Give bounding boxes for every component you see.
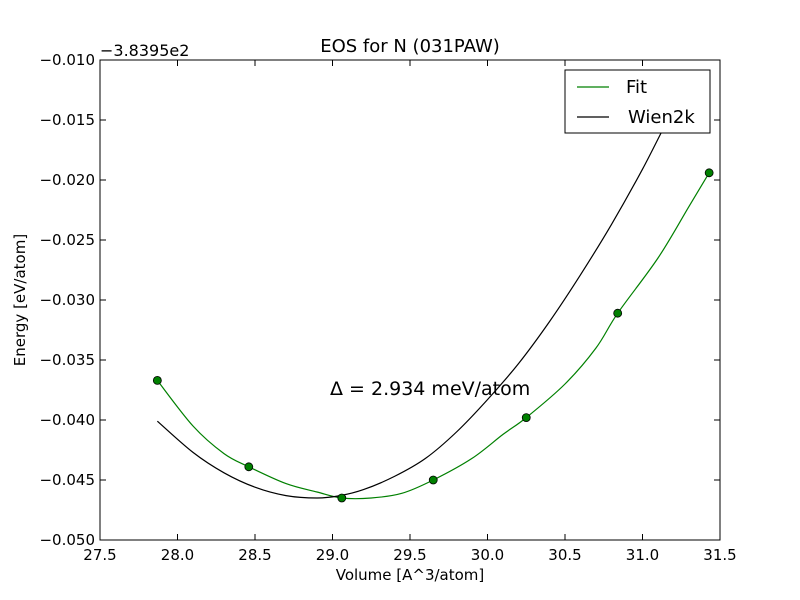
y-tick-label: −0.045 [39, 471, 95, 489]
series-layer [152, 71, 714, 503]
x-tick-label: 28.5 [238, 546, 271, 564]
delta-annotation: Δ = 2.934 meV/atom [330, 378, 530, 400]
data-point [152, 375, 162, 385]
x-tick-label: 29.0 [316, 546, 349, 564]
data-point [337, 493, 347, 503]
x-axis-label: Volume [A^3/atom] [336, 566, 485, 584]
y-axis-ticks: −0.050 −0.045 −0.040 −0.035 −0.030 −0.025 −0.0… [39, 51, 720, 549]
legend: Fit Wien2k [564, 69, 711, 134]
legend-box [564, 69, 711, 134]
y-tick-label: −0.020 [39, 171, 95, 189]
data-point [613, 308, 623, 318]
series-line-wien2k [156, 71, 698, 499]
y-offset-label: −3.8395e2 [100, 41, 189, 60]
legend-wien2k-label: Wien2k [628, 107, 695, 128]
x-tick-label: 27.5 [83, 546, 116, 564]
y-tick-label: −0.035 [39, 351, 95, 369]
y-axis-label: Energy [eV/atom] [11, 234, 29, 366]
x-tick-label: 28.0 [161, 546, 194, 564]
x-axis-ticks: 27.5 28.0 28.5 29.0 29.5 30.0 30.5 31.0 31.5 [83, 60, 737, 564]
data-point [428, 475, 438, 485]
legend-fit-label: Fit [626, 77, 647, 98]
data-point [521, 413, 531, 423]
y-tick-label: −0.040 [39, 411, 95, 429]
x-tick-label: 29.5 [393, 546, 426, 564]
x-tick-label: 31.0 [626, 546, 659, 564]
series-line-fit [156, 172, 710, 500]
y-tick-label: −0.025 [39, 231, 95, 249]
y-tick-label: −0.030 [39, 291, 95, 309]
data-point [244, 462, 254, 472]
y-tick-label: −0.010 [39, 51, 95, 69]
data-point [704, 168, 714, 178]
chart-title: EOS for N (031PAW) [320, 36, 500, 57]
x-tick-label: 30.0 [471, 546, 504, 564]
y-tick-label: −0.015 [39, 111, 95, 129]
x-tick-label: 30.5 [548, 546, 581, 564]
y-tick-label: −0.050 [39, 531, 95, 549]
plot-frame [99, 59, 721, 541]
x-tick-label: 31.5 [703, 546, 736, 564]
